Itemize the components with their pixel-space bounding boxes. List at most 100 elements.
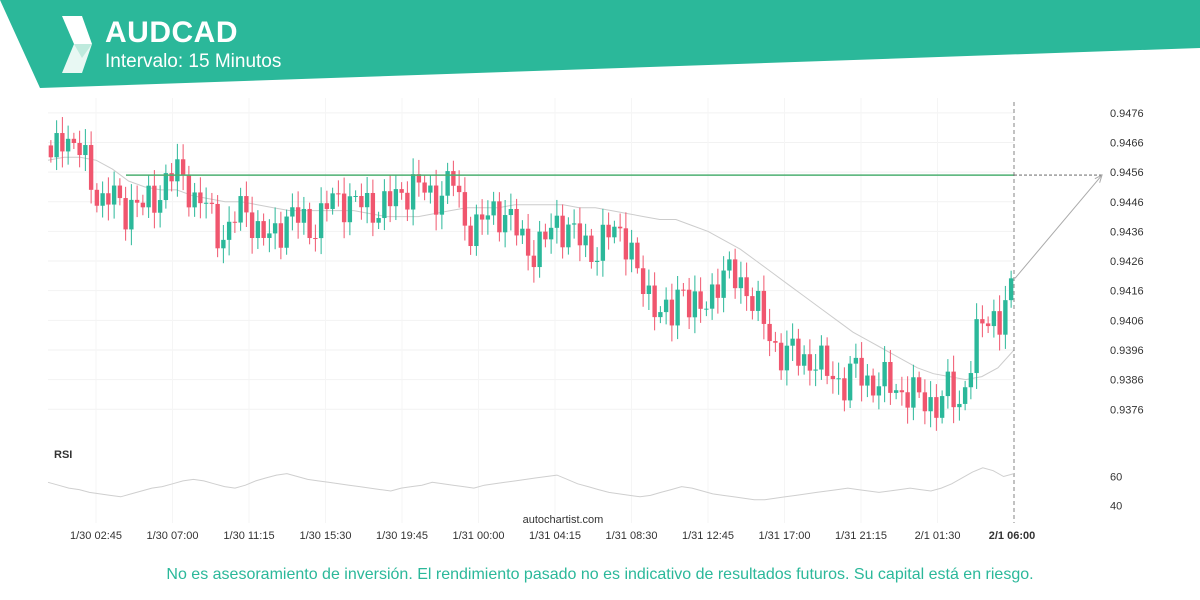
price-tick-label: 0.9416 (1110, 286, 1144, 298)
candle (278, 211, 284, 260)
candle (744, 262, 749, 311)
candle (899, 376, 905, 406)
candle (675, 276, 680, 340)
candle (566, 217, 571, 255)
candle (531, 240, 537, 283)
candle (698, 277, 703, 323)
candle (951, 355, 956, 424)
candle (353, 190, 358, 202)
candle (382, 179, 387, 231)
candle (606, 212, 611, 250)
time-tick-label: 1/30 11:15 (223, 530, 274, 542)
price-tick-label: 0.9386 (1110, 375, 1144, 387)
candle (65, 125, 71, 165)
candle (364, 177, 370, 224)
candle (635, 237, 640, 274)
candle (215, 195, 220, 258)
candles (48, 117, 1014, 431)
candle (945, 359, 951, 409)
candle (123, 186, 128, 241)
candle (140, 194, 146, 216)
candle (663, 287, 669, 325)
candle (778, 333, 784, 380)
time-tick-label: 1/31 12:45 (682, 530, 734, 542)
candle (106, 177, 111, 221)
candle (594, 247, 600, 276)
candle (836, 362, 841, 395)
candle (347, 183, 353, 236)
moving-average (47, 156, 1015, 381)
price-tick-label: 0.9446 (1110, 197, 1144, 209)
price-tick-label: 0.9396 (1110, 345, 1144, 357)
candle (307, 202, 312, 245)
candle (888, 349, 893, 405)
candle (773, 331, 778, 352)
candle (520, 220, 525, 245)
candle (88, 131, 94, 204)
price-tick-label: 0.9476 (1110, 108, 1144, 120)
candle (445, 162, 450, 204)
candle (704, 301, 709, 317)
candle (767, 308, 772, 357)
candle (48, 140, 54, 163)
price-tick-label: 0.9406 (1110, 315, 1144, 327)
candle (410, 158, 416, 226)
candle (623, 212, 629, 276)
candle (244, 181, 249, 227)
watermark: autochartist.com (523, 514, 604, 526)
candle (238, 187, 243, 231)
candle (175, 143, 180, 197)
candle (324, 190, 330, 222)
candle (318, 187, 324, 255)
candle (439, 181, 445, 230)
candle (583, 223, 588, 258)
price-tick-label: 0.9376 (1110, 404, 1144, 416)
candle (847, 356, 853, 409)
header-background (0, 0, 1200, 88)
candle (617, 213, 623, 242)
candle (859, 342, 864, 402)
time-tick-label: 1/30 07:00 (147, 530, 199, 542)
candle (514, 198, 519, 246)
time-tick-label: 1/31 04:15 (529, 530, 581, 542)
candle (54, 120, 59, 171)
candle (387, 175, 393, 223)
candle (341, 177, 347, 239)
candle (709, 273, 715, 320)
price-tick-label: 0.9466 (1110, 137, 1144, 149)
price-axis: 0.9476 0.9466 0.9456 0.9446 0.9436 0.9426 0.94… (1110, 108, 1144, 416)
time-tick-label: 1/31 08:30 (606, 530, 658, 542)
candle (784, 330, 790, 386)
candle (456, 170, 462, 208)
candle (497, 192, 502, 242)
candle (525, 213, 531, 271)
candle (537, 220, 542, 278)
candle (163, 164, 169, 209)
candle (508, 193, 514, 231)
candle (732, 248, 738, 299)
candle (882, 346, 887, 403)
candle (203, 187, 209, 219)
candle (433, 169, 439, 231)
candle (571, 209, 577, 239)
candle (669, 283, 675, 342)
candle (272, 207, 278, 250)
candle (1008, 270, 1014, 308)
candle (721, 256, 726, 313)
rsi-label: RSI (54, 449, 72, 461)
candle (577, 207, 583, 262)
candle (359, 183, 364, 220)
candle (640, 255, 646, 307)
time-tick-label: 2/1 01:30 (915, 530, 961, 542)
candle (801, 345, 807, 375)
candle (905, 376, 910, 424)
price-chart: 60 40 0.9476 0.9466 0.9456 0.9446 0.9436 0.942… (47, 102, 1144, 542)
candle (370, 179, 376, 237)
candle (261, 213, 266, 246)
candle (548, 213, 554, 254)
candle (134, 185, 140, 218)
candle (646, 269, 652, 311)
candle (393, 175, 399, 221)
candle (186, 165, 192, 217)
candle (922, 379, 928, 425)
